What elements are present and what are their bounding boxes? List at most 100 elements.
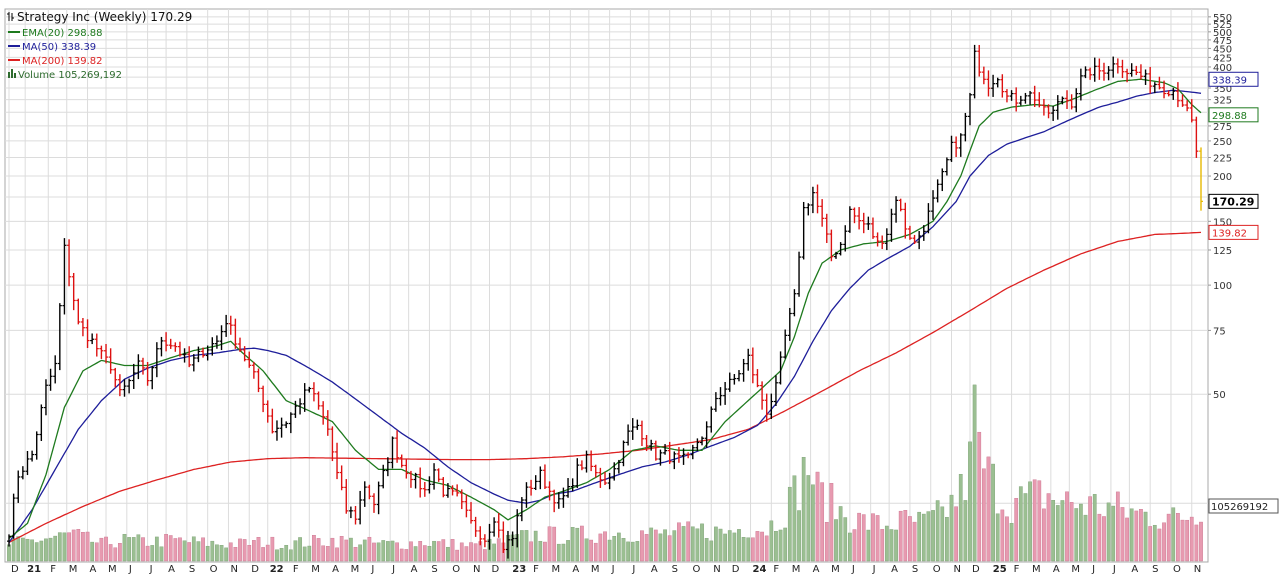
- price-bar: [1106, 66, 1111, 81]
- price-bar: [140, 357, 145, 375]
- volume-label-text: 105269192: [1211, 502, 1268, 513]
- y-tick-label: 50: [1213, 390, 1226, 401]
- volume-bar: [649, 527, 654, 562]
- volume-bar: [977, 431, 982, 562]
- volume-bar: [173, 538, 178, 562]
- price-bar: [866, 216, 871, 230]
- volume-bar: [1111, 505, 1116, 562]
- price-bar: [108, 348, 113, 374]
- price-bar: [422, 481, 427, 497]
- volume-bar: [1171, 507, 1176, 562]
- legend: Strategy Inc (Weekly) 170.29 EMA(20) 298.…: [7, 10, 192, 81]
- volume-bar: [76, 529, 81, 562]
- x-tick-label: F: [293, 564, 299, 574]
- volume-bar: [986, 456, 991, 562]
- x-tick-label: J: [128, 564, 132, 574]
- volume-bar: [774, 531, 778, 562]
- x-tick-label: A: [411, 564, 418, 574]
- price-bar: [921, 225, 926, 241]
- price-bar: [270, 408, 275, 434]
- volume-label-box: [1208, 498, 1279, 514]
- price-bar: [274, 420, 279, 441]
- price-bar: [1055, 95, 1060, 120]
- price-bar: [90, 333, 95, 345]
- price-bar: [214, 335, 219, 349]
- price-bar: [963, 112, 968, 142]
- price-bar: [658, 449, 663, 466]
- volume-bar: [293, 540, 298, 562]
- volume-bar: [1189, 516, 1194, 562]
- price-bar: [1138, 64, 1143, 80]
- x-tick-label: M: [591, 564, 600, 574]
- volume-bar: [635, 541, 640, 562]
- price-bar: [894, 196, 899, 223]
- price-bar: [524, 482, 529, 508]
- price-bar: [552, 489, 557, 513]
- price-bar: [413, 472, 418, 489]
- volume-bar: [746, 537, 751, 562]
- y-tick-label: 500: [1213, 28, 1232, 39]
- price-bar: [1041, 98, 1046, 116]
- y-tick-label: 325: [1213, 96, 1232, 107]
- volume-bar: [561, 543, 566, 562]
- volume-bar: [575, 527, 580, 562]
- price-bar: [561, 487, 566, 508]
- volume-bar: [219, 545, 224, 562]
- price-bar: [1000, 74, 1005, 98]
- price-bar: [122, 379, 127, 397]
- price-bar: [991, 74, 996, 97]
- volume-bar: [247, 545, 252, 562]
- price-bar: [247, 351, 252, 368]
- volume-bar: [159, 546, 164, 562]
- volume-bar: [884, 525, 889, 562]
- price-bar: [76, 298, 81, 325]
- volume-bar: [330, 537, 335, 562]
- price-bar: [104, 343, 109, 364]
- x-tick-label: J: [851, 564, 855, 574]
- price-bar: [233, 318, 238, 349]
- volume-bar: [362, 539, 367, 562]
- price-bar: [834, 251, 839, 259]
- price-bar: [261, 385, 266, 413]
- price-bar: [704, 421, 709, 448]
- price-bar: [672, 451, 677, 470]
- price-label-box: [1208, 193, 1259, 209]
- price-bar: [1111, 56, 1116, 78]
- volume-bar: [288, 549, 293, 562]
- x-tick-label: O: [452, 564, 460, 574]
- volume-bar: [464, 546, 469, 562]
- price-bar: [718, 387, 723, 406]
- price-bar: [783, 329, 788, 359]
- price-label: 338.39: [1208, 71, 1259, 87]
- volume-bar: [593, 542, 598, 562]
- price-bar: [418, 467, 423, 498]
- price-bar: [150, 365, 155, 390]
- price-bar: [736, 370, 741, 382]
- price-bar: [1171, 87, 1176, 100]
- price-bar: [838, 242, 843, 256]
- price-bar: [436, 468, 441, 482]
- volume-bar: [312, 535, 316, 562]
- volume-bar: [44, 538, 48, 562]
- x-tick-label: D: [251, 564, 259, 574]
- volume-bar: [492, 543, 496, 562]
- volume-bar: [829, 483, 834, 562]
- price-bar: [427, 476, 432, 494]
- volume-bar: [732, 532, 737, 562]
- x-tick-label: N: [473, 564, 480, 574]
- price-bar: [1069, 94, 1074, 110]
- volume-bar: [834, 519, 838, 562]
- volume-bar: [718, 528, 723, 562]
- price-bar: [607, 472, 612, 490]
- price-label-text: 298.88: [1212, 111, 1247, 122]
- price-bar: [1004, 89, 1009, 103]
- price-bar: [824, 213, 829, 243]
- price-bar: [201, 347, 206, 358]
- price-bar: [760, 381, 765, 410]
- price-bar: [11, 493, 16, 539]
- price-bar: [362, 481, 367, 507]
- price-bar: [450, 485, 455, 496]
- price-bar: [593, 464, 598, 478]
- price-bar: [829, 229, 834, 262]
- price-bar: [940, 168, 945, 192]
